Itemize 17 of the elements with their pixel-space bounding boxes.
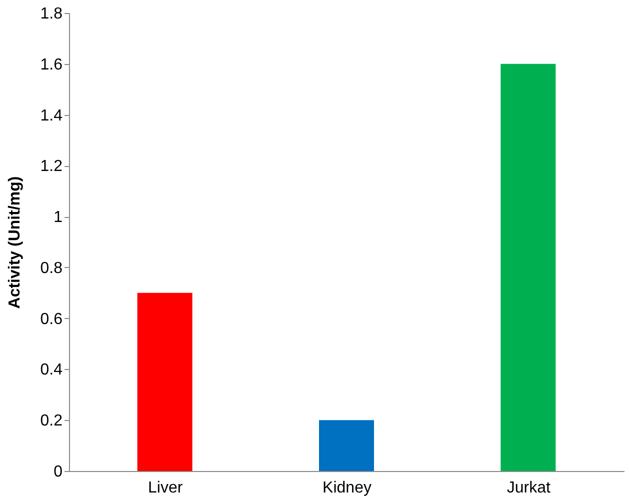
x-tick-label: Jurkat xyxy=(506,480,552,496)
bar xyxy=(500,64,556,471)
y-tick-label: 1 xyxy=(54,209,63,226)
y-tick-label: 0 xyxy=(54,464,63,480)
y-tick-label: 0.4 xyxy=(40,362,63,379)
y-tick-label: 1.2 xyxy=(40,158,63,176)
y-tick-label: 1.6 xyxy=(40,56,63,74)
y-tick-label: 0.8 xyxy=(40,260,63,277)
y-tick-label: 0.2 xyxy=(40,412,63,430)
bar xyxy=(319,420,374,471)
y-axis-title: Activity (Unit/mg) xyxy=(6,176,24,309)
x-tick-label: Liver xyxy=(148,480,184,496)
bar xyxy=(137,292,192,471)
x-tick-label: Kidney xyxy=(322,480,372,496)
y-tick-label: 0.6 xyxy=(40,310,63,328)
y-tick-label: 1.8 xyxy=(40,6,63,22)
y-tick-label: 1.4 xyxy=(40,107,63,124)
